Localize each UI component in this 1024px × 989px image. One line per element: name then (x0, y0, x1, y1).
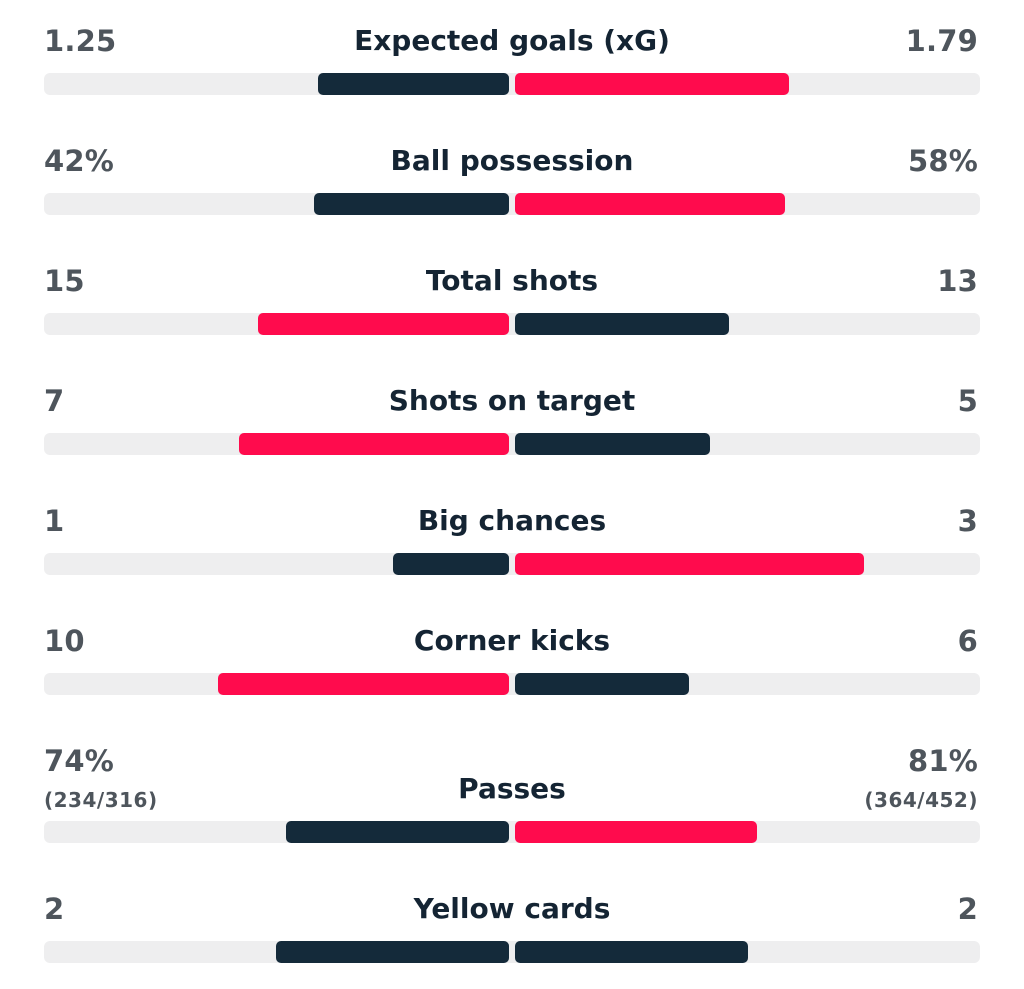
home-bar (286, 821, 509, 843)
home-value: 15 (44, 264, 85, 298)
stat-row-ball-possession: 42% Ball possession 58% (0, 120, 1024, 220)
stat-label: Ball possession (390, 144, 634, 177)
stat-label: Total shots (425, 264, 599, 297)
home-value: 2 (44, 892, 65, 926)
away-bar (515, 193, 785, 215)
home-bar (393, 553, 509, 575)
home-sub-value: (234/316) (44, 788, 158, 812)
home-bar (239, 433, 509, 455)
away-value: 3 (957, 504, 978, 538)
stat-label: Corner kicks (413, 624, 611, 657)
home-value: 74% (44, 744, 115, 778)
away-value: 2 (957, 892, 978, 926)
comparison-track (44, 193, 980, 215)
home-value: 1 (44, 504, 65, 538)
away-value: 81% (907, 744, 978, 778)
stat-row-shots-on-target: 7 Shots on target 5 (0, 360, 1024, 460)
home-value: 42% (44, 144, 115, 178)
stat-label: Expected goals (xG) (354, 24, 670, 57)
comparison-track (44, 821, 980, 843)
stat-row-total-shots: 15 Total shots 13 (0, 240, 1024, 340)
comparison-track (44, 433, 980, 455)
away-bar (515, 313, 729, 335)
stat-row-big-chances: 1 Big chances 3 (0, 480, 1024, 580)
stat-row-yellow-cards: 2 Yellow cards 2 (0, 868, 1024, 968)
comparison-track (44, 941, 980, 963)
stat-row-expected-goals: 1.25 Expected goals (xG) 1.79 (0, 0, 1024, 100)
away-bar (515, 941, 748, 963)
stat-row-corner-kicks: 10 Corner kicks 6 (0, 600, 1024, 700)
stat-label: Big chances (417, 504, 607, 537)
away-value: 58% (907, 144, 978, 178)
away-bar (515, 73, 789, 95)
home-bar (218, 673, 509, 695)
home-bar (258, 313, 509, 335)
away-value: 1.79 (905, 24, 978, 58)
home-bar (318, 73, 509, 95)
comparison-track (44, 673, 980, 695)
away-bar (515, 553, 864, 575)
away-value: 13 (937, 264, 978, 298)
away-bar (515, 821, 757, 843)
stat-row-passes: 74% (234/316) Passes 81% (364/452) (0, 720, 1024, 850)
stat-label: Yellow cards (413, 892, 611, 925)
home-bar (276, 941, 509, 963)
away-bar (515, 433, 710, 455)
away-value: 6 (957, 624, 978, 658)
comparison-track (44, 313, 980, 335)
away-bar (515, 673, 689, 695)
stat-label: Shots on target (388, 384, 636, 417)
away-sub-value: (364/452) (864, 788, 978, 812)
home-value: 1.25 (44, 24, 117, 58)
away-value: 5 (957, 384, 978, 418)
comparison-track (44, 73, 980, 95)
home-value: 7 (44, 384, 65, 418)
home-bar (314, 193, 509, 215)
stat-label: Passes (458, 772, 566, 805)
home-value: 10 (44, 624, 85, 658)
